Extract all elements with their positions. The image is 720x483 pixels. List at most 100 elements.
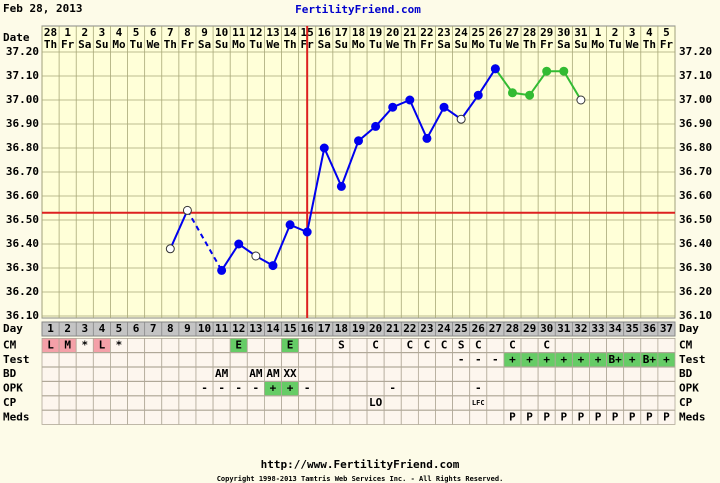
temperature-point xyxy=(456,114,466,124)
temperature-point xyxy=(285,220,295,230)
temperature-point xyxy=(251,251,261,261)
row-cell xyxy=(520,381,539,397)
row-cell xyxy=(264,337,282,353)
row-cell xyxy=(332,352,351,368)
row-cell xyxy=(332,409,351,425)
cell-text: LFC xyxy=(472,399,485,407)
row-cell xyxy=(58,381,77,397)
row-cell xyxy=(178,352,197,368)
row-cell xyxy=(606,381,625,397)
temperature-point xyxy=(405,95,415,105)
row-cell xyxy=(486,366,505,382)
row-cell xyxy=(144,381,163,397)
y-tick-label-right: 37.00 xyxy=(679,93,712,106)
row-cell xyxy=(144,337,163,353)
date-number: 4 xyxy=(116,26,123,39)
footer-url: http://www.FertilityFriend.com xyxy=(261,458,460,471)
row-cell xyxy=(623,366,642,382)
row-cell xyxy=(383,352,402,368)
date-number: 8 xyxy=(184,26,191,39)
date-number: 4 xyxy=(646,26,653,39)
row-cell xyxy=(315,395,334,411)
row-cell xyxy=(92,395,111,411)
weekday: Su xyxy=(455,38,468,51)
row-cell xyxy=(92,366,111,382)
row-cell xyxy=(161,366,180,382)
row-cell xyxy=(246,409,265,425)
row-cell xyxy=(264,409,282,425)
weekday: Fr xyxy=(181,38,195,51)
row-cell xyxy=(127,337,146,353)
cell-text: P xyxy=(646,410,653,423)
cell-text: P xyxy=(543,410,550,423)
cell-text: - xyxy=(235,382,242,395)
cell-text: - xyxy=(475,382,482,395)
row-cell xyxy=(571,337,590,353)
day-number: 35 xyxy=(626,322,639,335)
row-cell xyxy=(400,381,419,397)
cell-text: - xyxy=(475,353,482,366)
cell-text: C xyxy=(475,338,482,351)
row-cell xyxy=(349,337,368,353)
row-cell xyxy=(469,409,488,425)
temperature-point xyxy=(234,239,244,249)
cell-text: P xyxy=(612,410,619,423)
temperature-point xyxy=(302,227,312,237)
row-cell xyxy=(537,381,556,397)
cell-text: + xyxy=(595,353,602,366)
day-number: 1 xyxy=(47,322,54,335)
row-cell xyxy=(195,337,214,353)
cell-text: L xyxy=(47,338,54,351)
day-number: 20 xyxy=(369,322,382,335)
row-cell xyxy=(520,395,539,411)
row-cell xyxy=(554,337,573,353)
weekday: Mo xyxy=(472,38,486,51)
row-cell xyxy=(161,381,180,397)
row-cell xyxy=(657,337,676,353)
date-number: 28 xyxy=(523,26,536,39)
row-cell xyxy=(640,381,659,397)
temperature-point xyxy=(371,121,381,131)
day-number: 11 xyxy=(215,322,229,335)
y-tick-label-right: 37.10 xyxy=(679,69,712,82)
row-cell xyxy=(640,366,659,382)
row-cell xyxy=(554,366,573,382)
date-number: 7 xyxy=(167,26,174,39)
row-cell xyxy=(332,366,351,382)
row-label-right: Test xyxy=(679,353,706,366)
row-cell xyxy=(92,409,111,425)
day-number: 23 xyxy=(420,322,433,335)
row-cell xyxy=(623,395,642,411)
cell-text: C xyxy=(509,338,516,351)
row-cell xyxy=(110,381,128,397)
row-cell xyxy=(400,352,419,368)
date-number: 10 xyxy=(215,26,228,39)
y-tick-label: 36.70 xyxy=(6,165,39,178)
row-cell xyxy=(657,381,676,397)
day-number: 34 xyxy=(608,322,622,335)
cell-text: * xyxy=(116,338,123,351)
row-cell xyxy=(589,381,607,397)
day-number: 27 xyxy=(489,322,502,335)
cell-text: P xyxy=(578,410,585,423)
row-cell xyxy=(435,352,453,368)
weekday: Sa xyxy=(437,38,450,51)
row-cell xyxy=(366,381,385,397)
temperature-point xyxy=(268,261,278,271)
row-cell xyxy=(161,395,180,411)
day-number: 29 xyxy=(523,322,536,335)
row-cell xyxy=(92,352,111,368)
temperature-point xyxy=(559,66,569,76)
row-cell xyxy=(383,337,402,353)
weekday: We xyxy=(506,38,520,51)
cell-text: B+ xyxy=(643,353,657,366)
row-cell xyxy=(571,381,590,397)
row-cell xyxy=(264,352,282,368)
cell-text: - xyxy=(304,382,311,395)
weekday: Fr xyxy=(61,38,75,51)
date-number: 11 xyxy=(232,26,246,39)
row-cell xyxy=(657,395,676,411)
row-label-right: OPK xyxy=(679,382,699,395)
row-cell xyxy=(554,381,573,397)
